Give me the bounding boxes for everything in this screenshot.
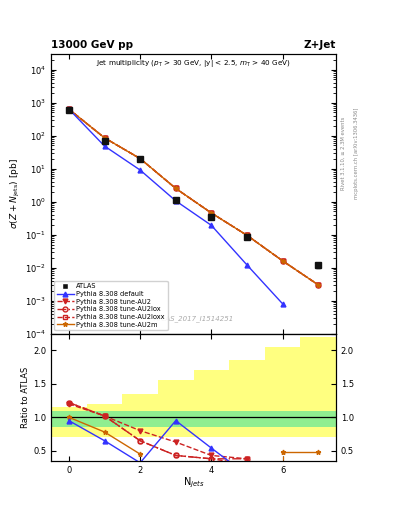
- Y-axis label: Ratio to ATLAS: Ratio to ATLAS: [21, 367, 30, 428]
- Pythia 8.308 tune-AU2lox: [173, 185, 178, 191]
- Pythia 8.308 tune-AU2loxx: [280, 258, 285, 264]
- Pythia 8.308 tune-AU2lox: [280, 258, 285, 264]
- Pythia 8.308 tune-AU2lox: [138, 156, 143, 162]
- Pythia 8.308 tune-AU2loxx: [209, 210, 214, 216]
- Pythia 8.308 tune-AU2: [173, 185, 178, 191]
- Pythia 8.308 tune-AU2lox: [102, 135, 107, 141]
- Pythia 8.308 default: [280, 301, 285, 307]
- Pythia 8.308 default: [209, 222, 214, 228]
- Pythia 8.308 default: [102, 143, 107, 149]
- Pythia 8.308 tune-AU2m: [280, 258, 285, 264]
- Text: 13000 GeV pp: 13000 GeV pp: [51, 39, 133, 50]
- Pythia 8.308 tune-AU2m: [173, 185, 178, 191]
- X-axis label: N$_{jets}$: N$_{jets}$: [183, 476, 204, 490]
- Text: Rivet 3.1.10, ≥ 2.3M events: Rivet 3.1.10, ≥ 2.3M events: [341, 117, 346, 190]
- Pythia 8.308 tune-AU2m: [316, 282, 321, 288]
- Text: mcplots.cern.ch [arXiv:1306.3436]: mcplots.cern.ch [arXiv:1306.3436]: [354, 108, 359, 199]
- Pythia 8.308 tune-AU2loxx: [173, 185, 178, 191]
- Pythia 8.308 tune-AU2lox: [316, 282, 321, 288]
- Pythia 8.308 tune-AU2loxx: [66, 106, 71, 112]
- Pythia 8.308 tune-AU2lox: [244, 232, 249, 239]
- Legend: ATLAS, Pythia 8.308 default, Pythia 8.308 tune-AU2, Pythia 8.308 tune-AU2lox, Py: ATLAS, Pythia 8.308 default, Pythia 8.30…: [54, 281, 167, 330]
- Pythia 8.308 tune-AU2: [66, 106, 71, 112]
- Pythia 8.308 tune-AU2loxx: [102, 135, 107, 141]
- Pythia 8.308 tune-AU2m: [102, 135, 107, 141]
- Pythia 8.308 tune-AU2: [209, 210, 214, 216]
- Pythia 8.308 default: [66, 106, 71, 112]
- Pythia 8.308 default: [173, 198, 178, 204]
- Pythia 8.308 tune-AU2: [102, 135, 107, 141]
- Pythia 8.308 tune-AU2loxx: [138, 156, 143, 162]
- Text: Jet multiplicity ($p_\mathrm{T}$ > 30 GeV, |y| < 2.5, $m_\mathrm{T}$ > 40 GeV): Jet multiplicity ($p_\mathrm{T}$ > 30 Ge…: [96, 58, 291, 69]
- Pythia 8.308 tune-AU2lox: [209, 210, 214, 216]
- Line: Pythia 8.308 tune-AU2loxx: Pythia 8.308 tune-AU2loxx: [66, 106, 321, 287]
- Line: Pythia 8.308 tune-AU2lox: Pythia 8.308 tune-AU2lox: [66, 106, 321, 287]
- Pythia 8.308 tune-AU2loxx: [244, 232, 249, 239]
- Pythia 8.308 tune-AU2: [244, 232, 249, 239]
- Pythia 8.308 default: [244, 262, 249, 268]
- Pythia 8.308 tune-AU2m: [138, 156, 143, 162]
- Pythia 8.308 default: [138, 167, 143, 173]
- Pythia 8.308 tune-AU2: [316, 282, 321, 288]
- Pythia 8.308 tune-AU2: [138, 156, 143, 162]
- Text: ATLAS_2017_I1514251: ATLAS_2017_I1514251: [153, 316, 234, 323]
- Line: Pythia 8.308 default: Pythia 8.308 default: [66, 106, 285, 306]
- Pythia 8.308 tune-AU2m: [244, 232, 249, 239]
- Y-axis label: $\sigma(Z + N_\mathrm{jets})$ [pb]: $\sigma(Z + N_\mathrm{jets})$ [pb]: [9, 158, 22, 229]
- Pythia 8.308 tune-AU2: [280, 258, 285, 264]
- Pythia 8.308 tune-AU2m: [209, 210, 214, 216]
- Text: Z+Jet: Z+Jet: [304, 39, 336, 50]
- Pythia 8.308 tune-AU2m: [66, 106, 71, 112]
- Line: Pythia 8.308 tune-AU2m: Pythia 8.308 tune-AU2m: [66, 106, 321, 287]
- Pythia 8.308 tune-AU2loxx: [316, 282, 321, 288]
- Line: Pythia 8.308 tune-AU2: Pythia 8.308 tune-AU2: [66, 106, 321, 287]
- Pythia 8.308 tune-AU2lox: [66, 106, 71, 112]
